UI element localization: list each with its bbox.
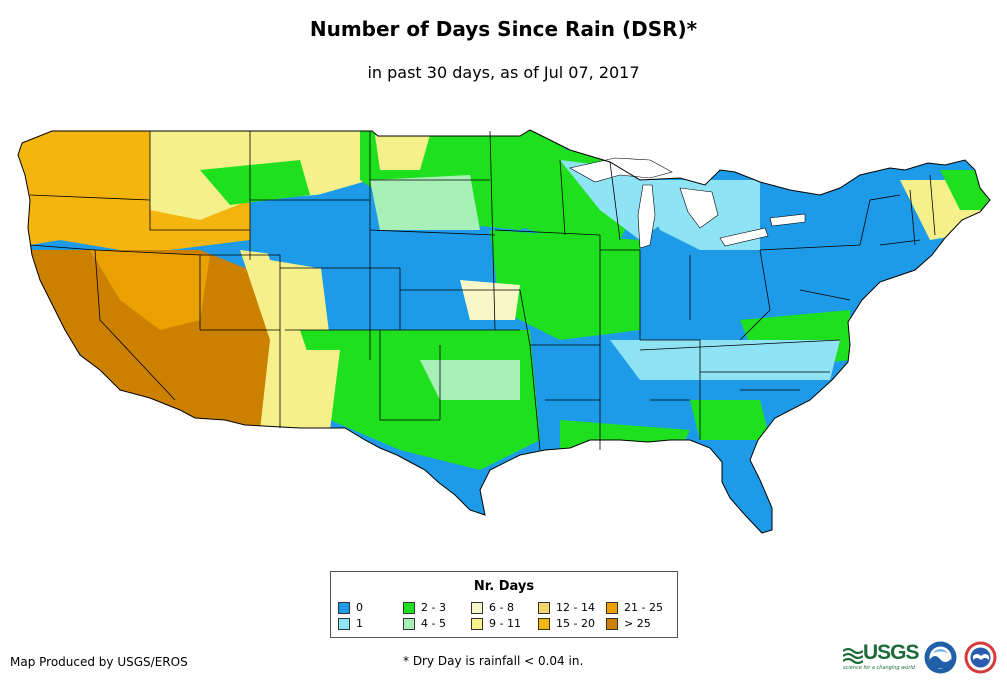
region-great-basin [90,250,210,330]
lake-huron [679,187,719,229]
legend-item-0: 0 [338,602,363,614]
lake-erie [719,227,769,247]
map-subtitle: in past 30 days, as of Jul 07, 2017 [367,63,640,82]
legend-item-6: 12 - 14 [538,602,595,614]
legend-swatch [403,602,415,614]
legend-label: 9 - 11 [489,617,521,630]
region-nd-yellow [375,135,430,170]
region-southwest-dry [18,250,300,430]
legend-label: 12 - 14 [556,601,595,614]
legend-label: 2 - 3 [421,601,446,614]
region-iowa-green [490,230,640,340]
usgs-tagline: science for a changing world [843,665,915,671]
legend-item-4: 6 - 8 [471,602,514,614]
legend-item-2: 2 - 3 [403,602,446,614]
legend-swatch [606,602,618,614]
legend-swatch [538,602,550,614]
legend-item-1: 1 [338,618,363,630]
footnote-text: * Dry Day is rainfall < 0.04 in. [403,654,584,668]
legend-label: 4 - 5 [421,617,446,630]
legend-swatch [403,618,415,630]
legend-swatch [471,602,483,614]
region-texas-yellow [300,350,340,430]
region-southeast-light [610,340,840,380]
usgs-wordmark: USGS [863,641,920,664]
legend-swatch [538,618,550,630]
legend-swatch [606,618,618,630]
lake-superior [569,157,673,183]
legend-label: 21 - 25 [624,601,663,614]
legend-swatch [471,618,483,630]
legend-label: 6 - 8 [489,601,514,614]
usgs-wave-icon [843,647,863,665]
noaa-logo-icon [924,641,957,674]
legend-item-5: 9 - 11 [471,618,521,630]
legend-swatch [338,618,350,630]
legend-label: 15 - 20 [556,617,595,630]
legend-label: 1 [356,617,363,630]
region-texas-light [420,360,520,400]
lake-michigan [637,184,656,249]
legend-item-3: 4 - 5 [403,618,446,630]
map-title: Number of Days Since Rain (DSR)* [309,17,698,41]
legend-item-7: 15 - 20 [538,618,595,630]
lake-ontario [769,213,806,227]
legend-item-8: 21 - 25 [606,602,663,614]
us-land [18,130,990,533]
legend-label: > 25 [624,617,651,630]
region-kansas-yellow [460,280,520,320]
legend-swatch [338,602,350,614]
region-colorado-blue [250,190,400,270]
state-borders [17,129,991,534]
region-montana-green [200,160,310,205]
legend-item-9: > 25 [606,618,651,630]
legend-label: 0 [356,601,363,614]
legend-title: Nr. Days [473,579,535,594]
great-lakes [569,157,806,249]
credit-text: Map Produced by USGS/EROS [10,655,188,669]
usgs-logo: USGS science for a changing world [843,641,920,671]
nws-logo-icon [964,641,997,674]
legend: Nr. Days 0 1 2 - 3 4 - 5 6 - 8 9 - 11 12… [330,571,678,638]
region-georgia-green [690,400,770,440]
region-dakotas-light [370,175,480,230]
